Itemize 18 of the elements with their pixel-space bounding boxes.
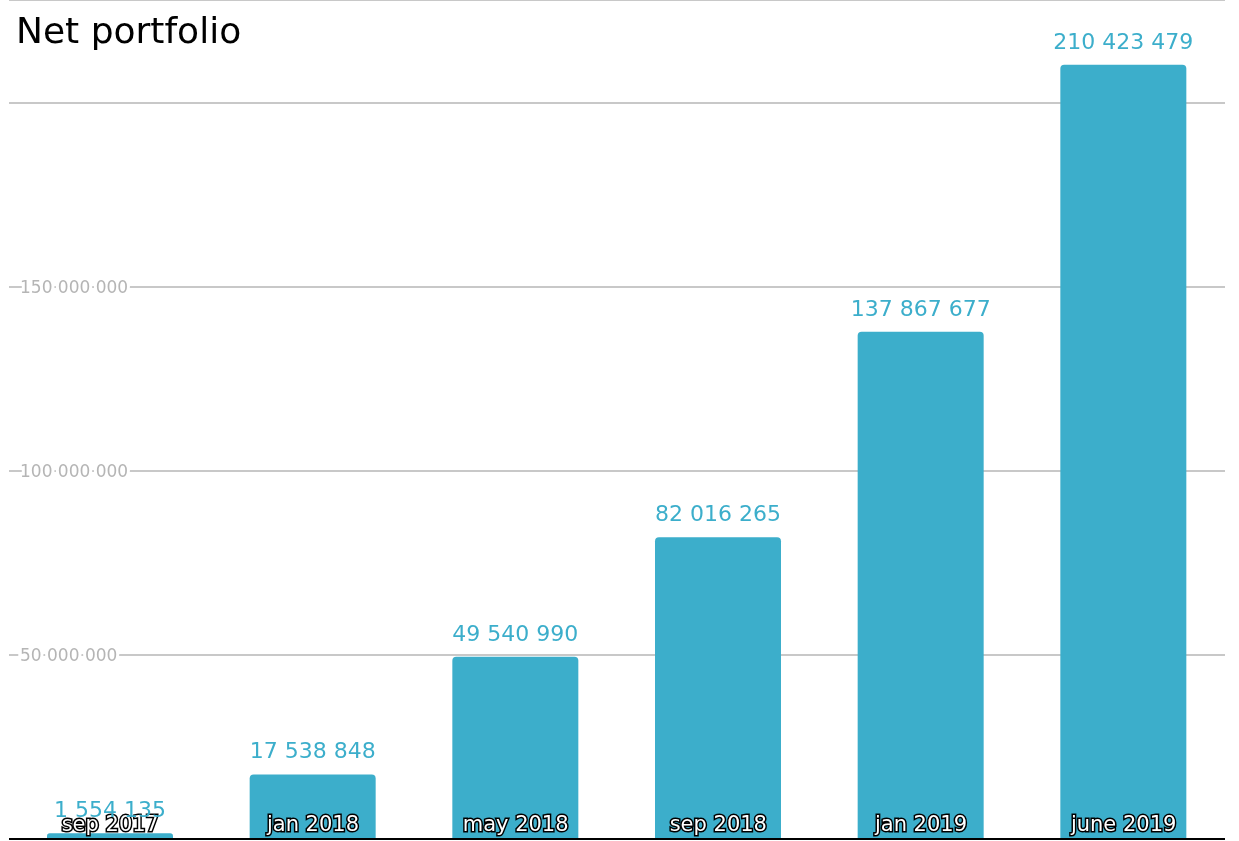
data-label: 49 540 990 [452,620,579,646]
x-tick-label: may 2018 [462,812,569,836]
data-label: 82 016 265 [655,501,781,527]
x-tick-label: jan 2019 [873,812,968,836]
x-tick-label: june 2019 [1069,812,1177,836]
data-label: 17 538 848 [249,738,376,764]
bar [857,331,984,839]
y-tick-label: 100 000 000 [20,460,129,481]
x-tick-label: sep 2018 [669,812,767,836]
x-tick-label: jan 2018 [265,812,360,836]
y-tick-label: 150 000 000 [20,276,129,297]
bar [452,656,579,839]
chart-title: Net portfolio [16,10,242,51]
data-label: 210 423 479 [1053,28,1194,54]
bar [1060,64,1187,839]
data-label: 137 867 677 [850,295,991,321]
y-tick-label: 50 000 000 [20,644,118,665]
bar [655,537,781,839]
